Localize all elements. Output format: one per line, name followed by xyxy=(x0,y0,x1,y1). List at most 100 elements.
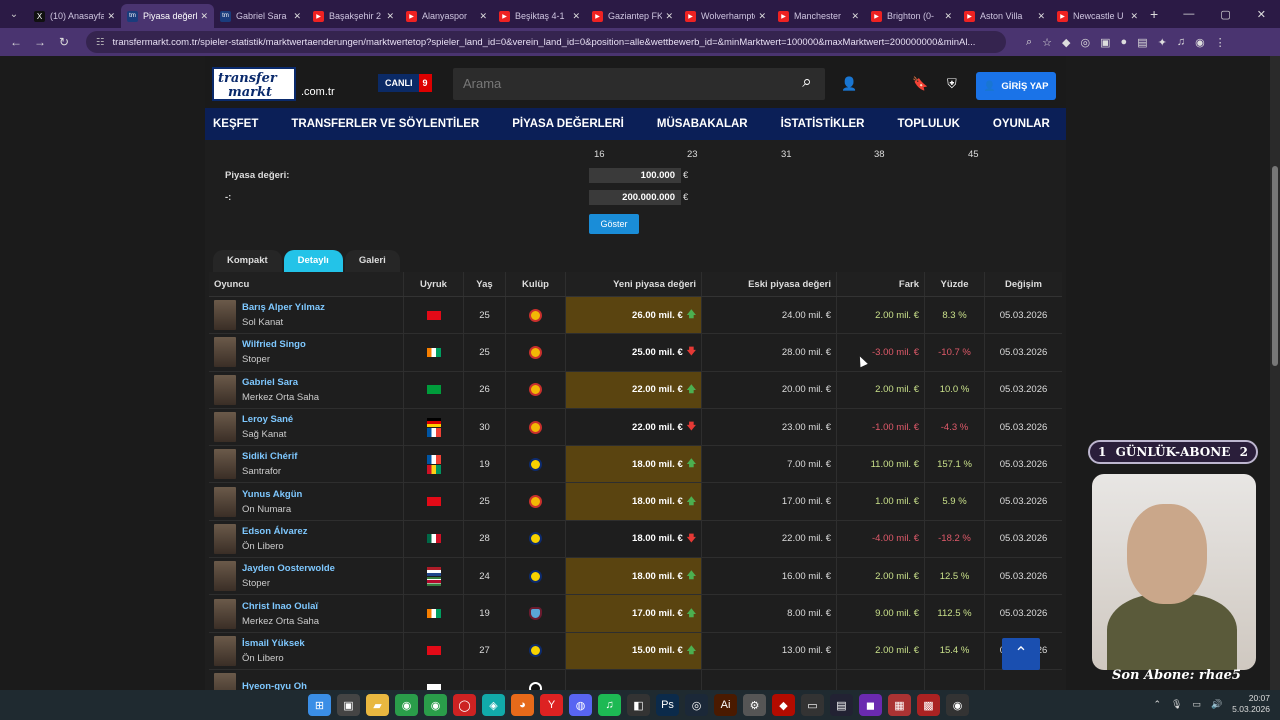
close-tab-icon[interactable]: ✕ xyxy=(665,10,673,21)
column-header[interactable]: Yaş xyxy=(464,272,506,296)
yandex-icon[interactable]: Y xyxy=(540,694,563,716)
close-tab-icon[interactable]: ✕ xyxy=(386,10,394,21)
app-icon-4[interactable]: ▩ xyxy=(917,694,940,716)
browser-tab[interactable]: ▶ Beşiktaş 4-1 ✕ xyxy=(493,4,586,28)
maximize-icon[interactable]: ▢ xyxy=(1220,8,1231,21)
spotify-icon[interactable]: ♫ xyxy=(598,694,621,716)
column-header[interactable]: Fark xyxy=(837,272,925,296)
player-photo[interactable] xyxy=(214,412,236,443)
nav-item[interactable]: MÜSABAKALAR xyxy=(656,118,748,130)
task-view-icon[interactable]: ▣ xyxy=(337,694,360,716)
gear-icon[interactable]: ⚙ xyxy=(743,694,766,716)
media-icon[interactable]: ▭ xyxy=(801,694,824,716)
column-header[interactable]: Kulüp xyxy=(506,272,566,296)
browser-tab[interactable]: ▶ Brighton (0- ✕ xyxy=(865,4,958,28)
flag-icon[interactable] xyxy=(426,347,441,357)
close-tab-icon[interactable]: ✕ xyxy=(758,10,766,21)
terminal-icon[interactable]: ▤ xyxy=(830,694,853,716)
file-explorer-icon[interactable]: ▰ xyxy=(366,694,389,716)
forward-icon[interactable]: → xyxy=(34,35,46,49)
close-tab-icon[interactable]: ✕ xyxy=(572,10,580,21)
puzzle-icon[interactable]: ✦ xyxy=(1157,36,1167,49)
network-icon[interactable]: ▭ xyxy=(1192,698,1201,709)
menu-icon[interactable]: ⋮ xyxy=(1214,36,1226,49)
firefox-icon[interactable]: ◕ xyxy=(511,694,534,716)
close-tab-icon[interactable]: ✕ xyxy=(200,10,208,21)
extension-icon-4[interactable]: ● xyxy=(1120,35,1128,48)
column-header[interactable]: Uyruk xyxy=(404,272,464,296)
login-button[interactable]: 👤 GİRİŞ YAP xyxy=(976,72,1056,100)
flag-icon[interactable] xyxy=(426,534,441,544)
flag-icon[interactable] xyxy=(426,427,441,437)
player-photo[interactable] xyxy=(214,561,236,592)
nav-item[interactable]: KEŞFET xyxy=(213,118,259,130)
obs-icon[interactable]: ◉ xyxy=(946,694,969,716)
browser-tab[interactable]: tm Piyasa değerleri✕ xyxy=(121,4,214,28)
club-crest-icon[interactable] xyxy=(529,532,542,546)
chevron-up-icon[interactable]: ⌃ xyxy=(1153,698,1161,709)
player-name-link[interactable]: Barış Alper Yılmaz xyxy=(242,302,325,314)
browser-tab[interactable]: ▶ Wolverhampton✕ xyxy=(679,4,772,28)
close-window-icon[interactable]: ✕ xyxy=(1256,8,1266,21)
browser-tab[interactable]: ▶ Manchester ✕ xyxy=(772,4,865,28)
browser-tab[interactable]: ▶ Alanyaspor ✕ xyxy=(400,4,493,28)
search-icon[interactable]: ⌕ xyxy=(802,72,812,91)
player-name-link[interactable]: Leroy Sané xyxy=(242,414,294,426)
steam-icon[interactable]: ◎ xyxy=(685,694,708,716)
player-photo[interactable] xyxy=(214,523,236,554)
club-crest-icon[interactable] xyxy=(529,569,542,583)
app-icon-3[interactable]: ▦ xyxy=(888,694,911,716)
flag-icon[interactable] xyxy=(426,646,441,656)
shield-plus-icon[interactable]: ⛨ xyxy=(947,76,957,91)
back-icon[interactable]: ← xyxy=(10,35,22,49)
player-photo[interactable] xyxy=(214,486,236,517)
site-info-icon[interactable]: ☷ xyxy=(96,36,105,48)
player-photo[interactable] xyxy=(214,598,236,629)
close-tab-icon[interactable]: ✕ xyxy=(851,10,859,21)
volume-icon[interactable]: 🔊 xyxy=(1210,698,1223,709)
minimize-icon[interactable]: — xyxy=(1183,7,1195,20)
browser-tab[interactable]: ▶ Newcastle U ✕ xyxy=(1051,4,1144,28)
column-header[interactable]: Yüzde xyxy=(925,272,985,296)
clock[interactable]: 20:07 5.03.2026 xyxy=(1232,693,1270,715)
flag-icon[interactable] xyxy=(426,310,441,320)
player-name-link[interactable]: Hyeon-gyu Oh xyxy=(242,680,307,690)
player-name-link[interactable]: Sidiki Chérif xyxy=(242,451,298,463)
scroll-to-top-button[interactable]: ⌃ xyxy=(1002,638,1040,670)
club-crest-icon[interactable] xyxy=(529,345,542,359)
nav-item[interactable]: İSTATİSTİKLER xyxy=(780,118,865,130)
player-photo[interactable] xyxy=(214,374,236,405)
player-name-link[interactable]: Edson Álvarez xyxy=(242,525,308,537)
flag-icon[interactable] xyxy=(426,566,441,576)
max-market-value-input[interactable]: 200.000.000 xyxy=(589,190,681,205)
column-header[interactable]: Yeni piyasa değeri xyxy=(566,272,702,296)
flag-icon[interactable] xyxy=(426,683,441,690)
browser-tab[interactable]: tm Gabriel Sara ✕ xyxy=(214,4,307,28)
media-icon[interactable]: ♫ xyxy=(1176,35,1186,48)
club-crest-icon[interactable] xyxy=(529,457,542,471)
close-tab-icon[interactable]: ✕ xyxy=(107,10,115,21)
club-crest-icon[interactable] xyxy=(529,644,542,658)
min-market-value-input[interactable]: 100.000 xyxy=(589,168,681,183)
search-input[interactable]: Arama ⌕ xyxy=(453,68,825,100)
illustrator-icon[interactable]: Ai xyxy=(714,694,737,716)
close-tab-icon[interactable]: ✕ xyxy=(1130,10,1138,21)
live-button[interactable]: CANLI 9 xyxy=(378,74,432,92)
nav-item[interactable]: OYUNLAR xyxy=(992,118,1050,130)
browser-tab[interactable]: ▶ Aston Villa ✕ xyxy=(958,4,1051,28)
close-tab-icon[interactable]: ✕ xyxy=(944,10,952,21)
player-name-link[interactable]: Wilfried Singo xyxy=(242,339,306,351)
page-scrollbar[interactable] xyxy=(1270,56,1280,690)
windows-start-icon[interactable]: ⊞ xyxy=(308,694,331,716)
player-photo[interactable] xyxy=(214,300,236,331)
flag-icon[interactable] xyxy=(426,576,441,586)
browser-tab[interactable]: X (10) Anasayfa ✕ xyxy=(28,4,121,28)
column-header[interactable]: Değişim xyxy=(1005,278,1042,290)
player-photo[interactable] xyxy=(214,673,236,690)
player-name-link[interactable]: İsmail Yüksek xyxy=(242,637,305,649)
close-tab-icon[interactable]: ✕ xyxy=(479,10,487,21)
tab-compact[interactable]: Kompakt xyxy=(213,250,282,272)
player-name-link[interactable]: Jayden Oosterwolde xyxy=(242,563,335,575)
new-tab-button[interactable]: + xyxy=(1150,6,1159,22)
extension-icon-2[interactable]: ◎ xyxy=(1080,36,1091,49)
